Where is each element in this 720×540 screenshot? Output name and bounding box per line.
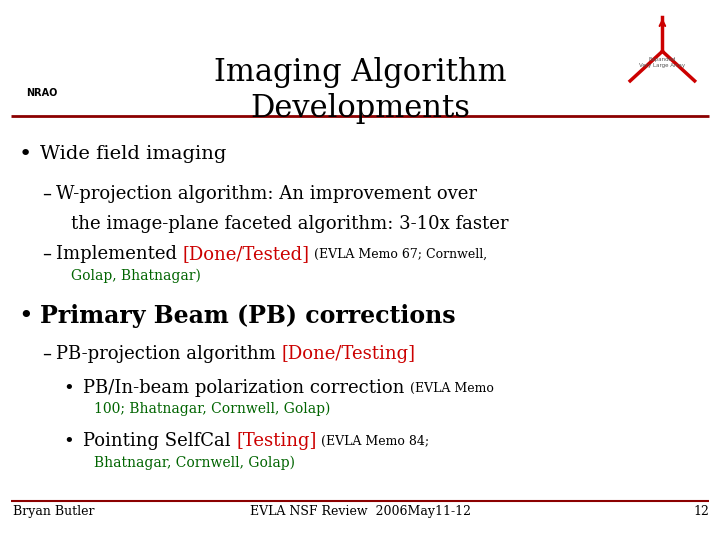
Text: the image-plane faceted algorithm: 3-10x faster: the image-plane faceted algorithm: 3-10x…	[71, 215, 508, 233]
Text: Wide field imaging: Wide field imaging	[40, 145, 226, 163]
Text: Primary Beam (PB) corrections: Primary Beam (PB) corrections	[40, 304, 455, 328]
Text: •: •	[18, 304, 32, 328]
Text: 12: 12	[693, 505, 709, 518]
Text: Expanded
Very Large Array: Expanded Very Large Array	[639, 57, 685, 68]
Text: •: •	[19, 144, 32, 164]
Text: [Testing]: [Testing]	[236, 432, 317, 450]
Text: (EVLA Memo 84;: (EVLA Memo 84;	[317, 435, 428, 448]
Text: W-projection algorithm: An improvement over: W-projection algorithm: An improvement o…	[56, 185, 477, 203]
Text: •: •	[63, 379, 73, 397]
Text: –: –	[42, 345, 51, 363]
Text: [Done/Tested]: [Done/Tested]	[183, 245, 310, 263]
Text: –: –	[42, 245, 51, 263]
Text: (EVLA Memo: (EVLA Memo	[410, 382, 494, 395]
Text: [Done/Testing]: [Done/Testing]	[282, 345, 415, 363]
Text: 100; Bhatnagar, Cornwell, Golap): 100; Bhatnagar, Cornwell, Golap)	[94, 402, 330, 416]
Text: (EVLA Memo 67; Cornwell,: (EVLA Memo 67; Cornwell,	[310, 248, 487, 261]
Text: NRAO: NRAO	[26, 88, 58, 98]
Text: –: –	[42, 185, 51, 203]
Text: PB/In-beam polarization correction: PB/In-beam polarization correction	[83, 379, 410, 397]
Polygon shape	[14, 29, 56, 68]
Text: Imaging Algorithm
Developments: Imaging Algorithm Developments	[214, 57, 506, 124]
Text: Bhatnagar, Cornwell, Golap): Bhatnagar, Cornwell, Golap)	[94, 456, 294, 470]
Text: •: •	[63, 432, 73, 450]
Text: Golap, Bhatnagar): Golap, Bhatnagar)	[71, 269, 200, 284]
Text: Implemented: Implemented	[56, 245, 183, 263]
Text: PB-projection algorithm: PB-projection algorithm	[56, 345, 282, 363]
Text: Pointing SelfCal: Pointing SelfCal	[83, 432, 236, 450]
Text: Bryan Butler: Bryan Butler	[13, 505, 94, 518]
Text: EVLA NSF Review  2006May11-12: EVLA NSF Review 2006May11-12	[250, 505, 470, 518]
